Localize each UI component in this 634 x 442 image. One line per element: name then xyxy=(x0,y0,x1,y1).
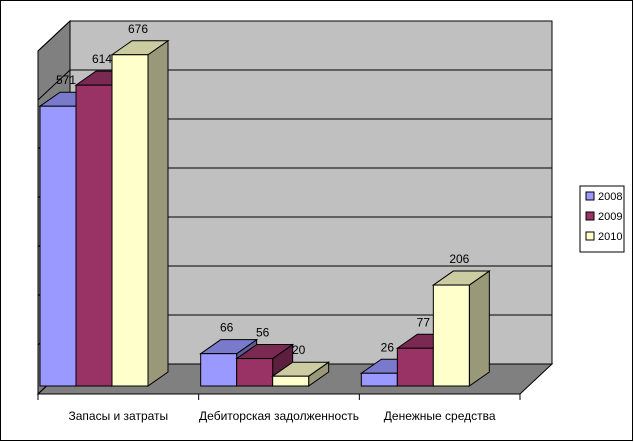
legend-label: 2009 xyxy=(598,211,622,223)
data-label: 56 xyxy=(256,326,270,340)
data-label: 66 xyxy=(220,321,234,335)
legend-swatch xyxy=(585,211,595,221)
category-label: Дебиторская задолженность xyxy=(199,409,359,423)
data-label: 77 xyxy=(417,315,431,329)
bar xyxy=(75,84,113,387)
bar xyxy=(39,105,77,387)
data-label: 206 xyxy=(449,252,469,266)
bar-side xyxy=(468,270,490,387)
category-label: Запасы и затраты xyxy=(68,409,168,423)
bar xyxy=(396,347,434,387)
bar-side xyxy=(147,39,169,387)
data-label: 571 xyxy=(56,73,76,87)
legend-swatch xyxy=(585,191,595,201)
data-labels: 571 614 676 66 56 20 26 77 206 xyxy=(56,22,470,357)
bars xyxy=(38,39,491,387)
category-labels: Запасы и затраты Дебиторская задолженност… xyxy=(37,394,521,423)
legend-label: 2008 xyxy=(598,191,622,203)
data-label: 20 xyxy=(292,343,306,357)
gridline xyxy=(37,20,552,52)
bar xyxy=(360,372,398,387)
legend-swatch xyxy=(585,231,595,241)
data-label: 614 xyxy=(92,52,112,66)
data-label: 26 xyxy=(381,340,395,354)
legend-label: 2010 xyxy=(598,231,622,243)
data-label: 676 xyxy=(128,22,148,36)
gridline xyxy=(37,69,552,101)
legend: 2008 2009 2010 xyxy=(579,185,625,253)
bar xyxy=(236,358,274,387)
bar xyxy=(272,375,310,387)
bar xyxy=(111,54,149,387)
bar xyxy=(200,353,238,387)
category-label: Денежные средства xyxy=(384,409,496,423)
bar xyxy=(432,284,470,387)
